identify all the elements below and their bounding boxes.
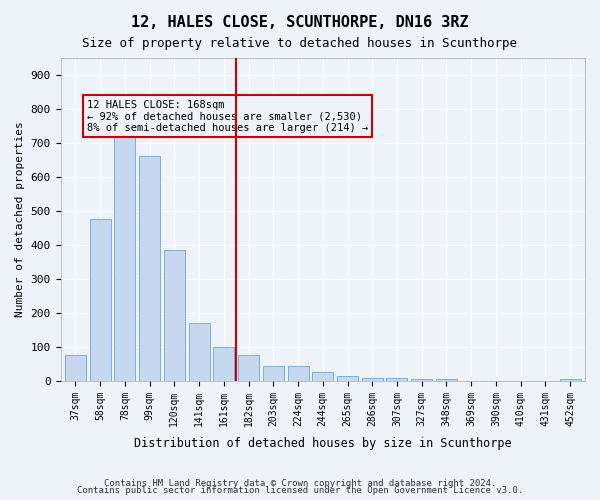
Bar [188, 323, 209, 381]
Bar [139, 156, 160, 381]
Text: Size of property relative to detached houses in Scunthorpe: Size of property relative to detached ho… [83, 38, 517, 51]
Text: Contains public sector information licensed under the Open Government Licence v3: Contains public sector information licen… [77, 486, 523, 495]
Bar [263, 366, 284, 381]
Bar [411, 379, 432, 381]
Bar [287, 366, 308, 381]
Bar [312, 372, 333, 381]
Bar [436, 379, 457, 381]
Bar [386, 378, 407, 381]
Bar [89, 219, 110, 381]
Y-axis label: Number of detached properties: Number of detached properties [15, 122, 25, 317]
Bar [560, 379, 581, 381]
Text: 12, HALES CLOSE, SCUNTHORPE, DN16 3RZ: 12, HALES CLOSE, SCUNTHORPE, DN16 3RZ [131, 15, 469, 30]
Bar [115, 132, 136, 381]
X-axis label: Distribution of detached houses by size in Scunthorpe: Distribution of detached houses by size … [134, 437, 512, 450]
Bar [362, 378, 383, 381]
Text: 12 HALES CLOSE: 168sqm
← 92% of detached houses are smaller (2,530)
8% of semi-d: 12 HALES CLOSE: 168sqm ← 92% of detached… [87, 100, 368, 132]
Bar [65, 356, 86, 381]
Bar [337, 376, 358, 381]
Text: Contains HM Land Registry data © Crown copyright and database right 2024.: Contains HM Land Registry data © Crown c… [104, 478, 496, 488]
Bar [164, 250, 185, 381]
Bar [213, 347, 235, 381]
Bar [238, 356, 259, 381]
